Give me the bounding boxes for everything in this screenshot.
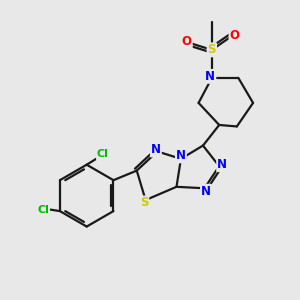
Text: N: N: [217, 158, 227, 171]
Text: Cl: Cl: [37, 205, 49, 214]
Text: N: N: [201, 185, 211, 198]
Text: N: N: [176, 149, 186, 162]
Text: S: S: [140, 196, 148, 209]
Text: Cl: Cl: [97, 149, 109, 159]
Text: O: O: [182, 34, 192, 48]
Text: S: S: [208, 44, 216, 56]
Text: N: N: [206, 70, 215, 83]
Text: O: O: [230, 29, 239, 42]
Text: N: N: [151, 143, 161, 157]
